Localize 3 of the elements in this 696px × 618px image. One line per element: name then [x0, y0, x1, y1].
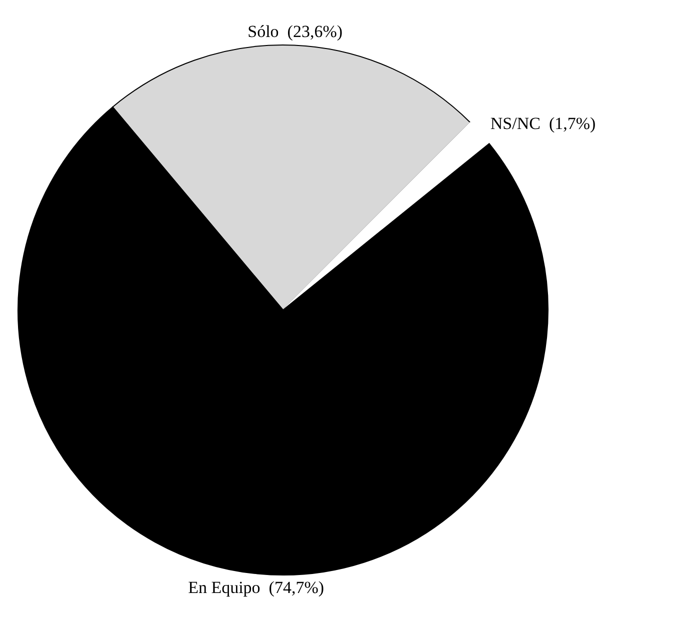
- slice-label: NS/NC (1,7%): [490, 114, 596, 133]
- slice-label: Sólo (23,6%): [248, 22, 343, 41]
- slice-label: En Equipo (74,7%): [188, 578, 324, 598]
